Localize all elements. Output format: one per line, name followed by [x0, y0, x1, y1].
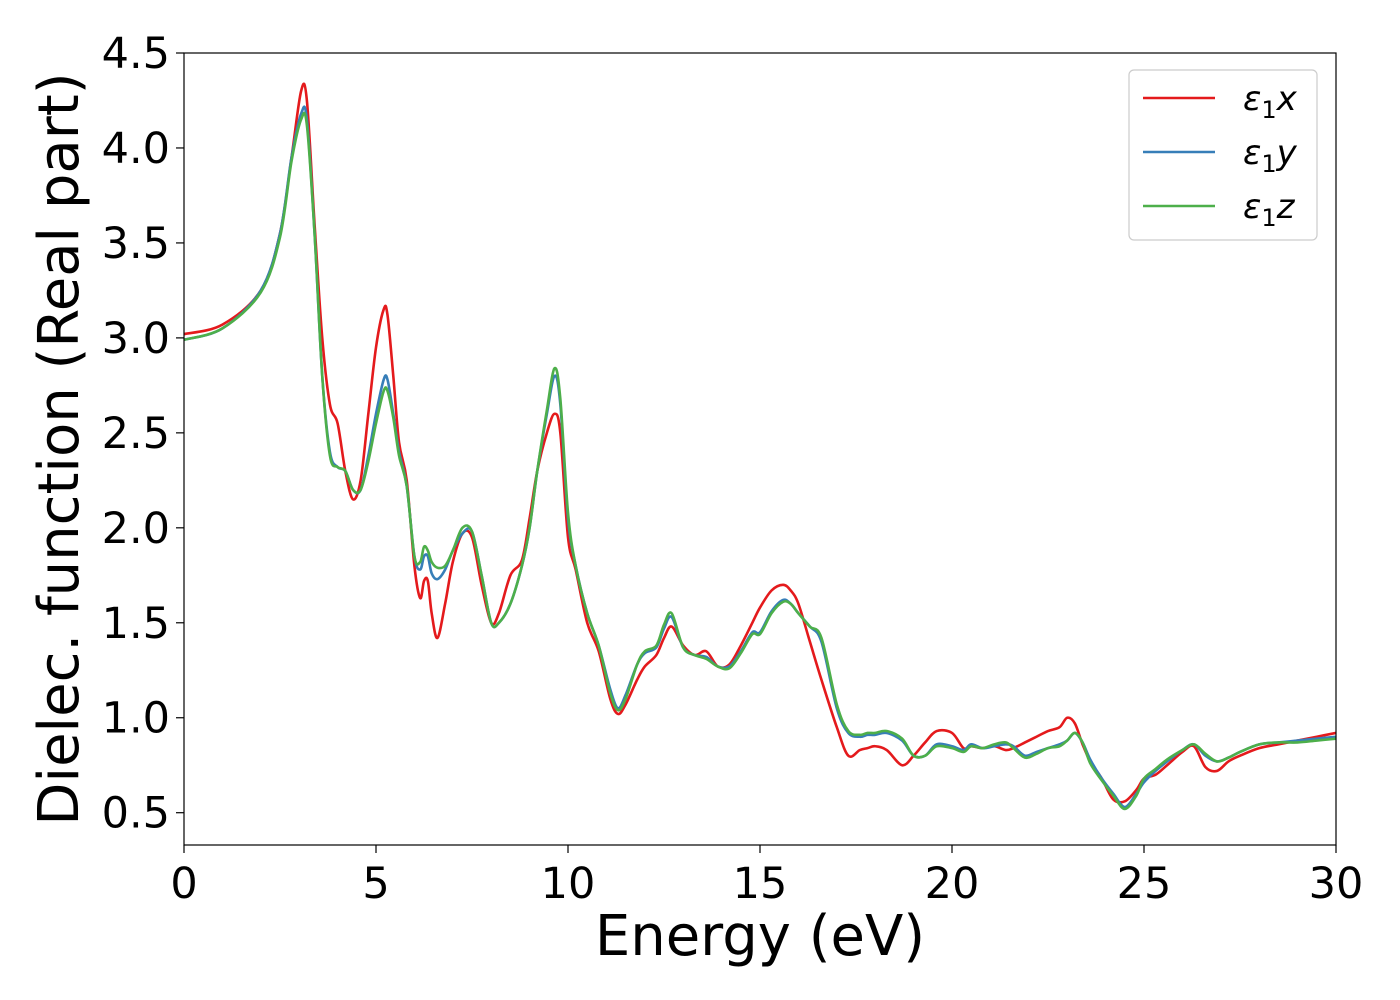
legend: ε1x ε1y ε1z: [1128, 69, 1318, 241]
y-axis-label: Dielec. function (Real part): [27, 72, 92, 825]
y-tick-label: 1.0: [102, 694, 170, 744]
x-axis: 0 5 10 15 20 25 30: [170, 845, 1363, 909]
y-tick-label: 0.5: [102, 789, 170, 839]
x-tick-label: 0: [170, 859, 197, 909]
y-tick-label: 2.0: [102, 504, 170, 554]
y-axis: 0.5 1.0 1.5 2.0 2.5 3.0 3.5 4.0 4.5: [102, 29, 184, 839]
x-tick-label: 25: [1117, 859, 1172, 909]
x-axis-label: Energy (eV): [595, 904, 925, 969]
legend-frame: [1128, 69, 1318, 241]
y-tick-label: 2.5: [102, 409, 170, 459]
legend-label-z: ε1z: [1243, 187, 1296, 232]
y-tick-label: 4.0: [102, 124, 170, 174]
x-tick-label: 15: [733, 859, 788, 909]
legend-label-y: ε1y: [1243, 133, 1298, 178]
y-tick-label: 3.0: [102, 314, 170, 364]
legend-label-x: ε1x: [1243, 79, 1298, 124]
x-tick-label: 10: [541, 859, 596, 909]
x-tick-label: 5: [362, 859, 389, 909]
y-tick-label: 4.5: [102, 29, 170, 79]
y-tick-label: 1.5: [102, 599, 170, 649]
x-tick-label: 20: [925, 859, 980, 909]
series-line-z: [184, 111, 1336, 811]
y-tick-label: 3.5: [102, 219, 170, 269]
series-lines: [184, 82, 1336, 811]
x-tick-label: 30: [1309, 859, 1364, 909]
